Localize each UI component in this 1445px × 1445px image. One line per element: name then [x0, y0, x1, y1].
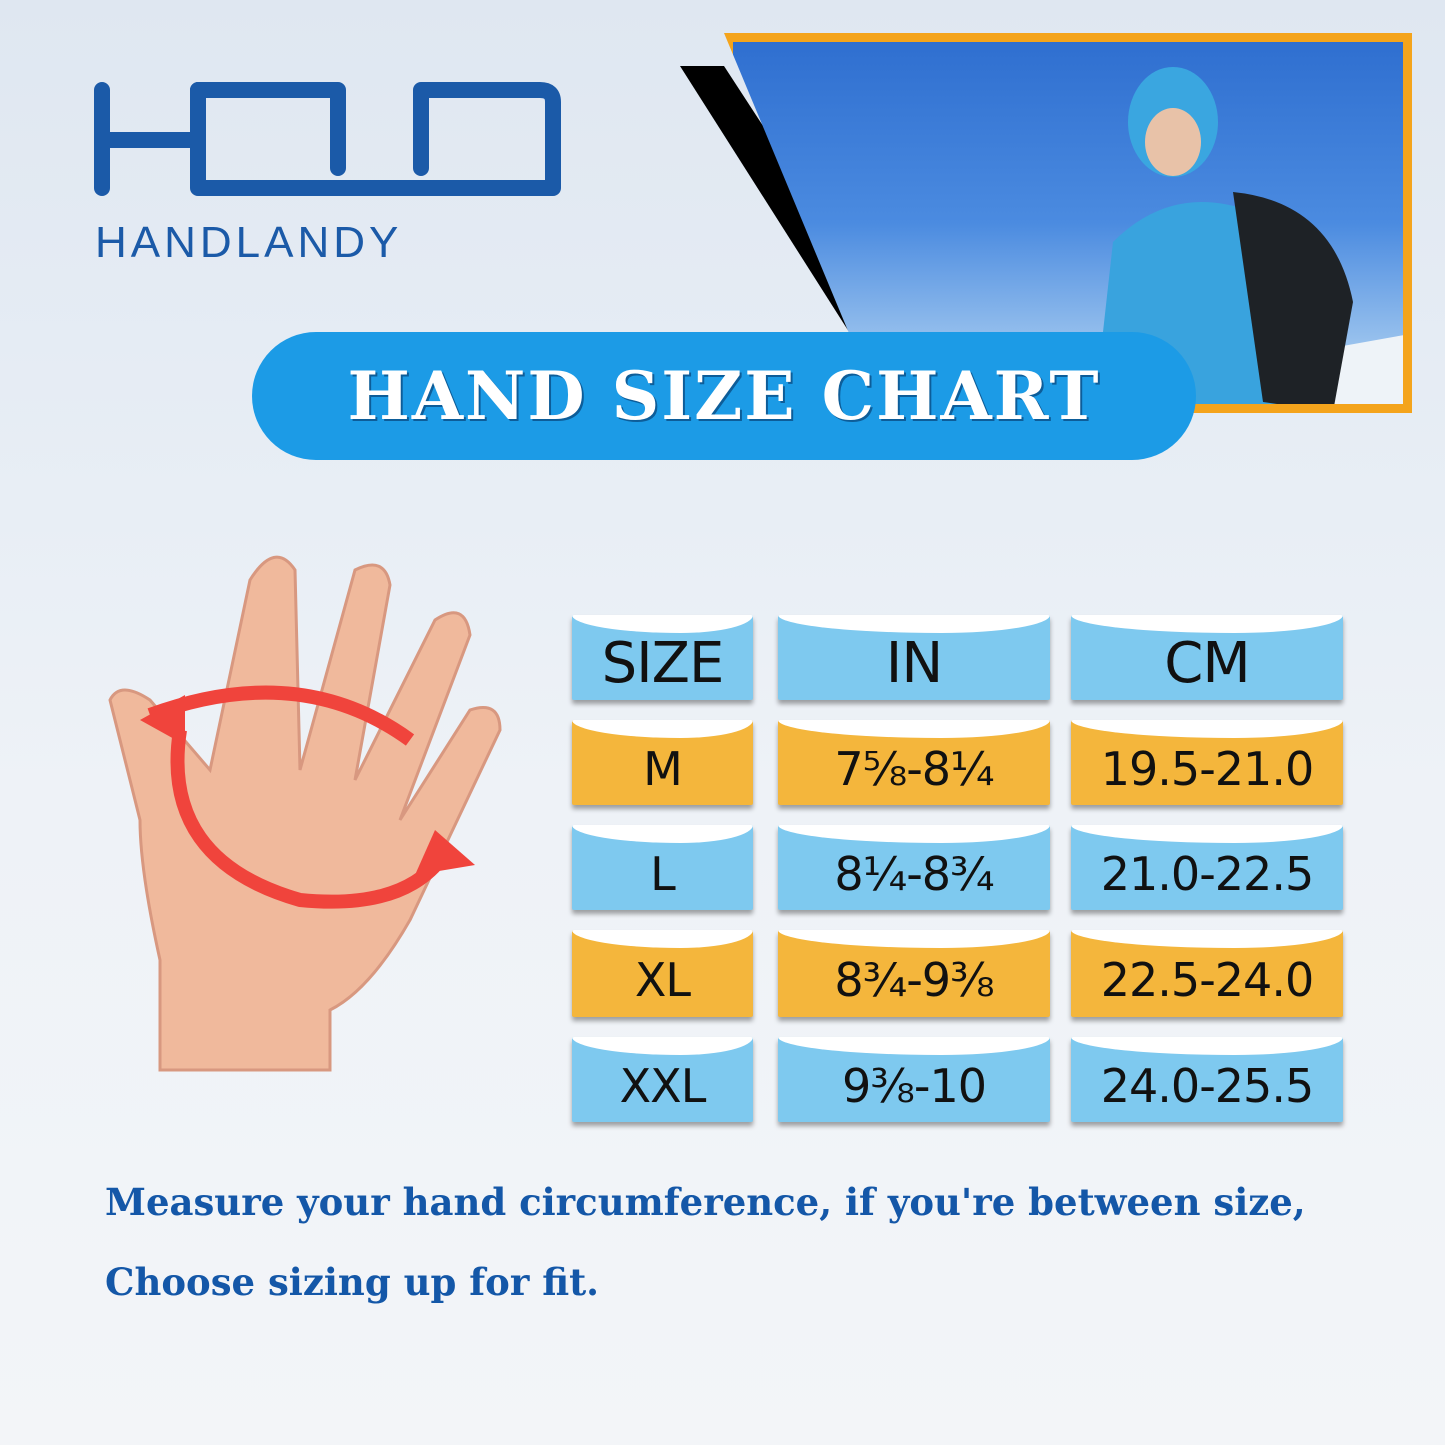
in-cell: 8¾-9⅜	[778, 930, 1050, 1017]
banner-title: HAND SIZE CHART	[347, 357, 1101, 435]
cm-cell: 21.0-22.5	[1071, 825, 1343, 910]
header-in: IN	[778, 615, 1050, 700]
header-cm: CM	[1071, 615, 1343, 700]
hand-icon	[108, 555, 502, 1072]
handlandy-logo-icon	[94, 82, 561, 196]
cm-cell: 19.5-21.0	[1071, 720, 1343, 805]
header-size: SIZE	[572, 615, 753, 700]
in-cell: 9⅜-10	[778, 1037, 1050, 1122]
cm-cell: 24.0-25.5	[1071, 1037, 1343, 1122]
hand-size-chart-banner: HAND SIZE CHART	[252, 332, 1196, 460]
circumference-arrow-icon	[147, 685, 446, 909]
brand-name: HANDLANDY	[95, 218, 403, 267]
measure-instruction: Measure your hand circumference, if you'…	[105, 1180, 1306, 1224]
size-cell: XL	[572, 930, 753, 1017]
size-cell: M	[572, 720, 753, 805]
cm-cell: 22.5-24.0	[1071, 930, 1343, 1017]
sizing-advice: Choose sizing up for fit.	[105, 1260, 600, 1304]
hiker-photo	[724, 33, 1412, 413]
size-cell: L	[572, 825, 753, 910]
in-cell: 7⅝-8¼	[778, 720, 1050, 805]
hand-measurement-illustration	[108, 555, 502, 1072]
in-cell: 8¼-8¾	[778, 825, 1050, 910]
size-cell: XXL	[572, 1037, 753, 1122]
